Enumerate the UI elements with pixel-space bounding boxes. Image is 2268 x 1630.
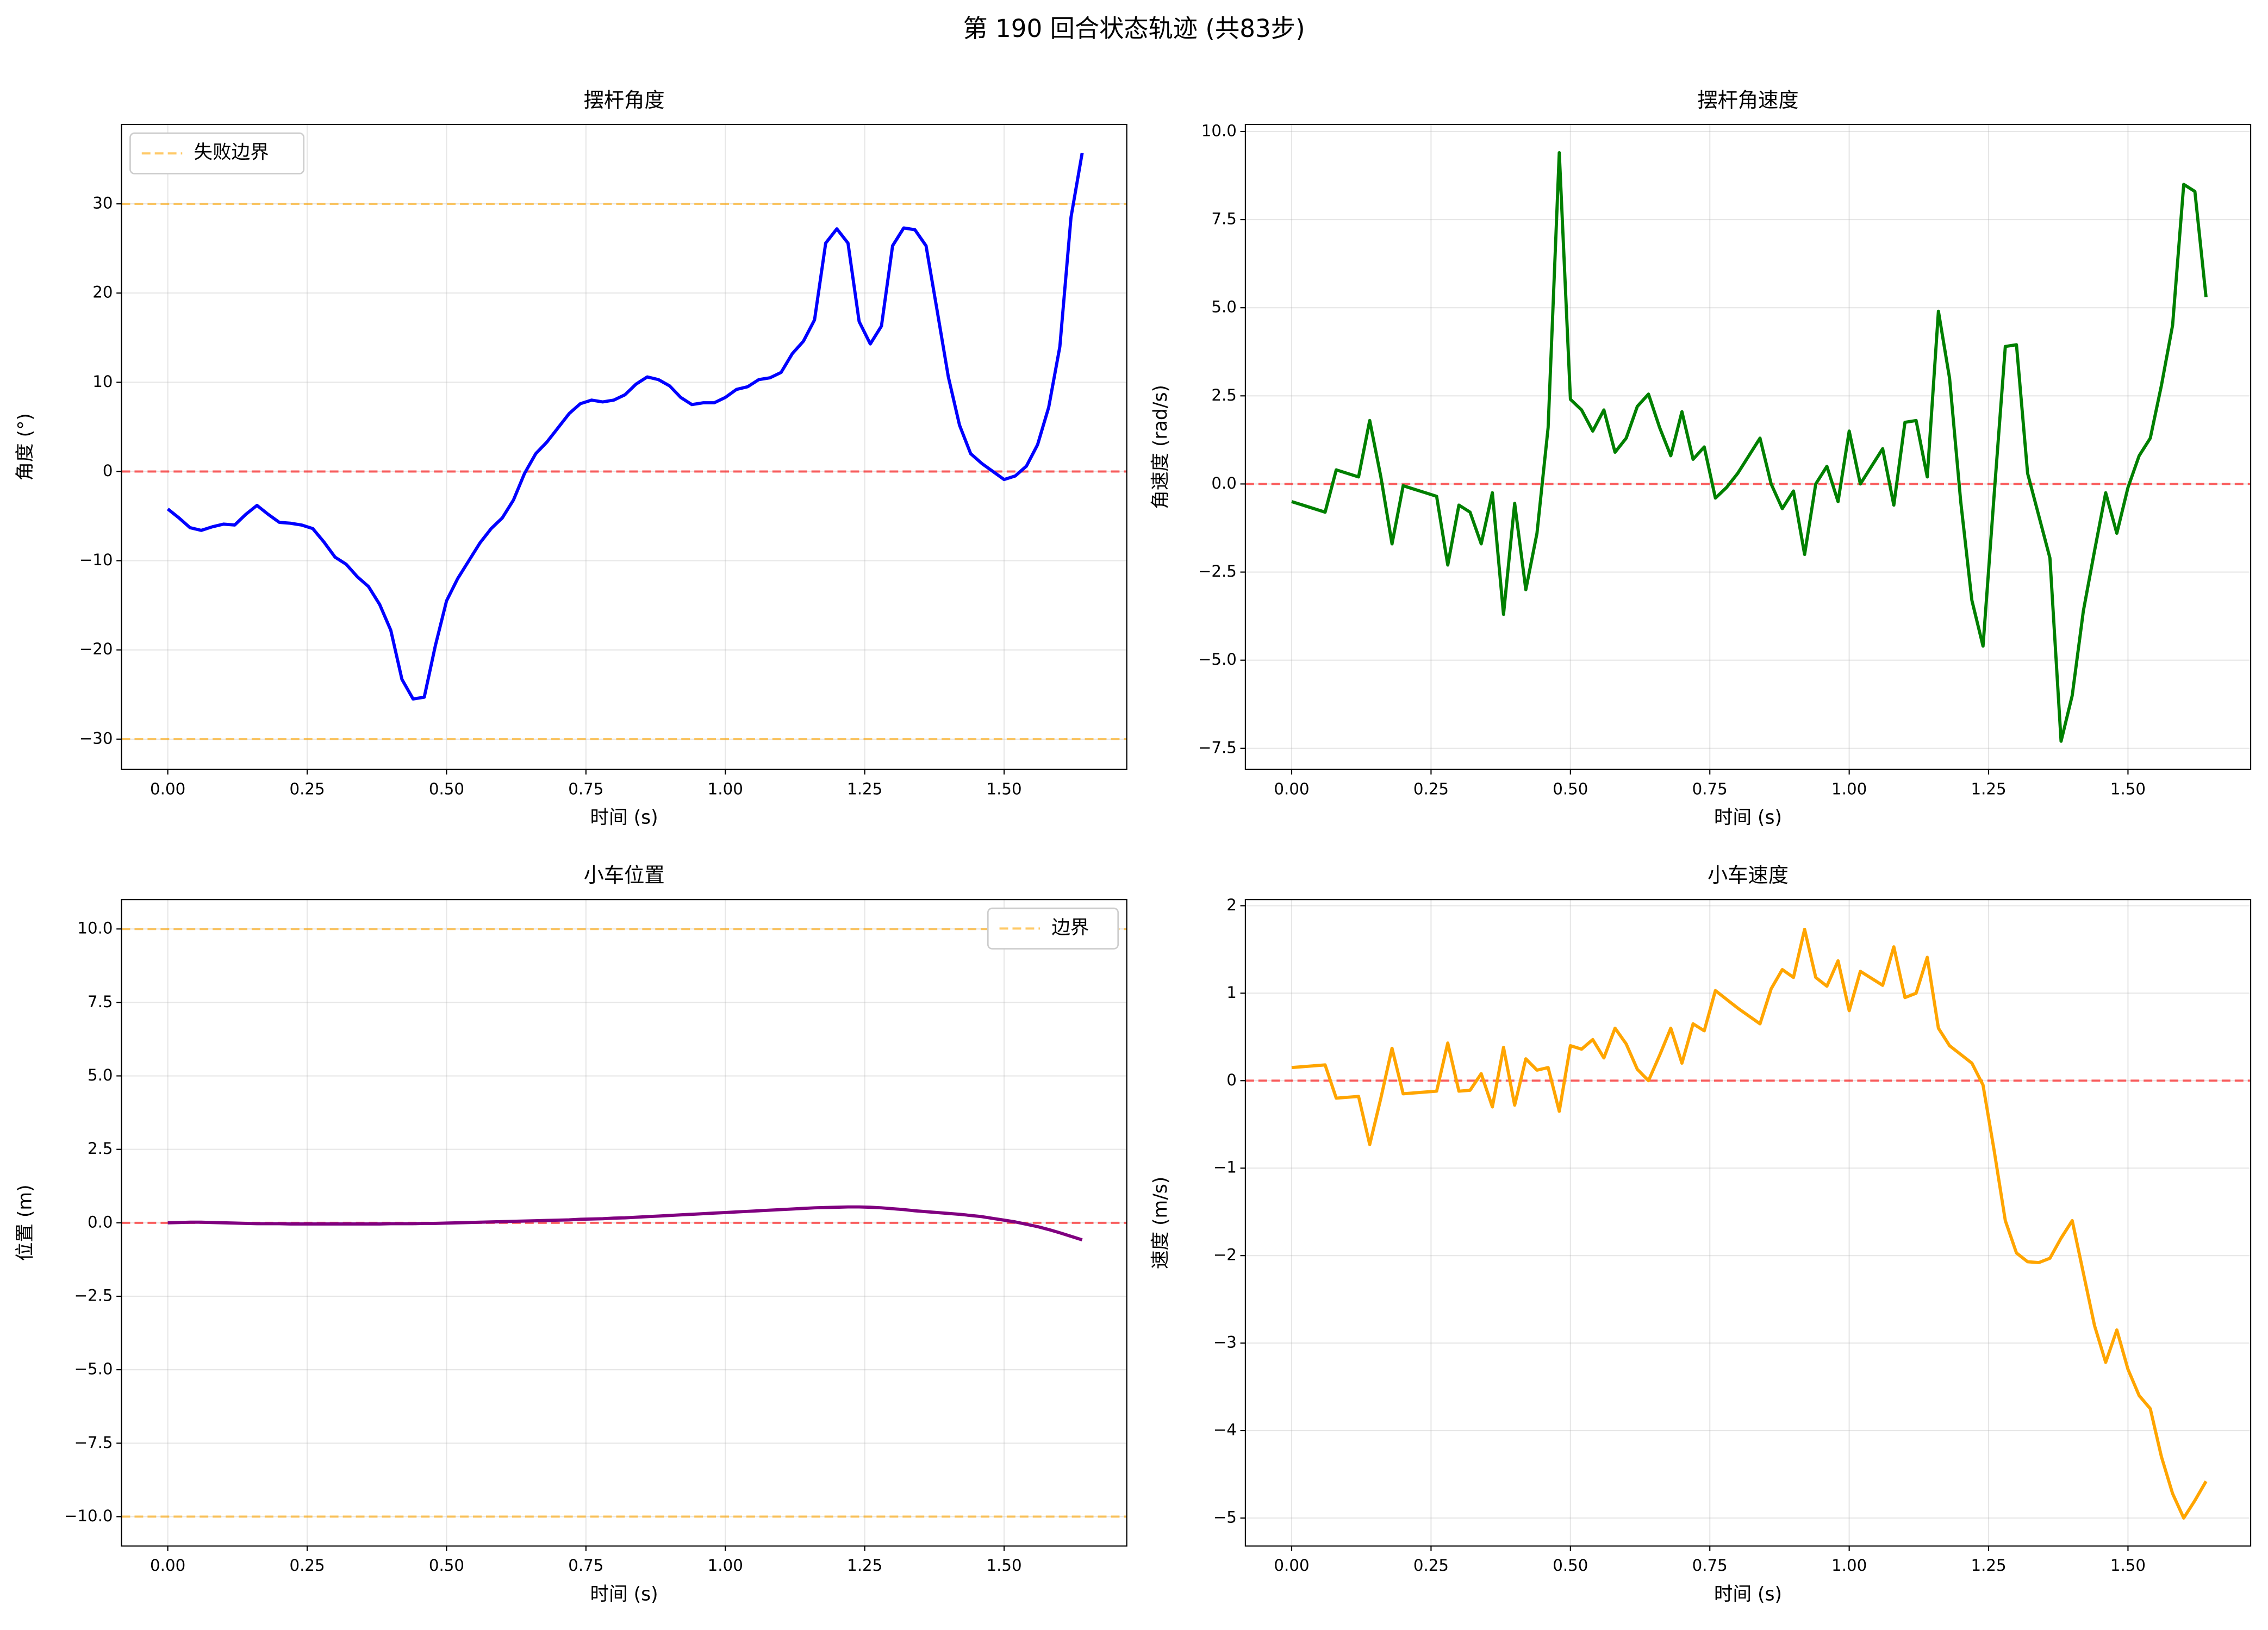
y-tick-label: −2.5 [74,1286,113,1304]
legend-box [987,907,1119,950]
data-line [166,153,1084,701]
x-tick-label: 0.50 [429,1556,464,1575]
x-tick-label: 0.75 [1692,1556,1728,1575]
y-tick-label: −10 [79,551,113,569]
y-axis-label: 角度 (°) [14,413,36,480]
y-tick-label: 7.5 [1211,210,1237,228]
x-tick-label: 1.25 [1971,1556,2006,1575]
chart-title: 小车速度 [1708,863,1789,887]
x-tick-label: 0.75 [1692,779,1728,798]
y-tick-label: −1 [1213,1158,1237,1177]
x-tick-label: 1.50 [986,1556,1021,1575]
x-tick-label: 0.00 [1274,779,1309,798]
x-tick-label: 1.50 [986,779,1021,798]
plot-frame [121,123,1127,770]
y-tick-label: −5.0 [1198,650,1237,669]
y-tick-label: 0 [1226,1071,1237,1089]
y-tick-label: 2 [1226,896,1237,914]
x-tick-label: 0.75 [568,779,603,798]
x-axis-label: 时间 (s) [590,807,658,829]
y-tick-label: 0.0 [88,1213,113,1231]
y-tick-label: 0.0 [1211,474,1237,492]
data-line [167,1205,1083,1241]
x-axis-label: 时间 (s) [590,1583,658,1605]
legend-label: 边界 [1051,917,1089,939]
legend-box [129,132,305,174]
y-tick-label: −5 [1213,1508,1237,1526]
y-tick-label: 30 [92,194,113,213]
y-tick-label: 10.0 [1201,121,1237,140]
x-tick-label: 0.50 [1553,779,1588,798]
y-tick-label: −7.5 [74,1433,113,1452]
figure-title: 第 190 回合状态轨迹 (共83步) [963,14,1305,43]
y-axis-label: 角速度 (rad/s) [1150,385,1172,509]
y-tick-label: 10.0 [77,919,113,938]
y-tick-label: −20 [79,640,113,658]
chart-title: 摆杆角速度 [1697,88,1798,112]
y-tick-label: 7.5 [88,992,113,1011]
x-tick-label: 0.50 [1553,1556,1588,1575]
x-tick-label: 1.25 [847,1556,882,1575]
y-tick-label: −2.5 [1198,562,1237,580]
y-tick-label: −30 [79,729,113,747]
plot-frame [121,899,1127,1547]
x-tick-label: 0.00 [150,779,185,798]
y-tick-label: −4 [1213,1421,1237,1439]
y-tick-label: 5.0 [88,1066,113,1084]
y-tick-label: −5.0 [74,1360,113,1378]
x-tick-label: 0.25 [1413,779,1449,798]
legend: 失败边界 [129,132,305,174]
y-tick-label: 2.5 [88,1139,113,1158]
x-tick-label: 1.00 [1831,1556,1867,1575]
y-tick-label: 2.5 [1211,386,1237,404]
y-tick-label: 5.0 [1211,298,1237,316]
x-tick-label: 1.50 [2110,779,2146,798]
x-axis-label: 时间 (s) [1714,1583,1782,1605]
x-tick-label: 0.25 [289,1556,325,1575]
x-tick-label: 1.00 [708,1556,743,1575]
x-tick-label: 0.00 [150,1556,185,1575]
x-tick-label: 1.00 [708,779,743,798]
x-tick-label: 1.00 [1831,779,1867,798]
x-tick-label: 1.25 [1971,779,2006,798]
x-tick-label: 0.50 [429,779,464,798]
y-tick-label: −2 [1213,1246,1237,1264]
legend-label: 失败边界 [194,142,269,164]
x-tick-label: 0.25 [1413,1556,1449,1575]
y-axis-label: 位置 (m) [14,1184,36,1261]
chart-title: 小车位置 [584,863,665,887]
data-line [1291,927,2208,1520]
x-tick-label: 0.25 [289,779,325,798]
y-tick-label: 10 [92,372,113,391]
plot-frame [1244,123,2252,770]
data-line [1291,151,2208,743]
y-tick-label: −10.0 [64,1507,113,1525]
x-tick-label: 0.75 [568,1556,603,1575]
y-tick-label: 20 [92,283,113,302]
x-tick-label: 1.50 [2110,1556,2146,1575]
chart-title: 摆杆角度 [584,88,665,112]
plot-frame [1244,899,2252,1547]
y-axis-label: 速度 (m/s) [1150,1177,1172,1269]
x-tick-label: 0.00 [1274,1556,1309,1575]
x-axis-label: 时间 (s) [1714,807,1782,829]
legend: 边界 [987,907,1119,950]
y-tick-label: −7.5 [1198,738,1237,757]
y-tick-label: 1 [1226,983,1237,1002]
y-tick-label: 0 [103,461,113,480]
y-tick-label: −3 [1213,1333,1237,1352]
x-tick-label: 1.25 [847,779,882,798]
